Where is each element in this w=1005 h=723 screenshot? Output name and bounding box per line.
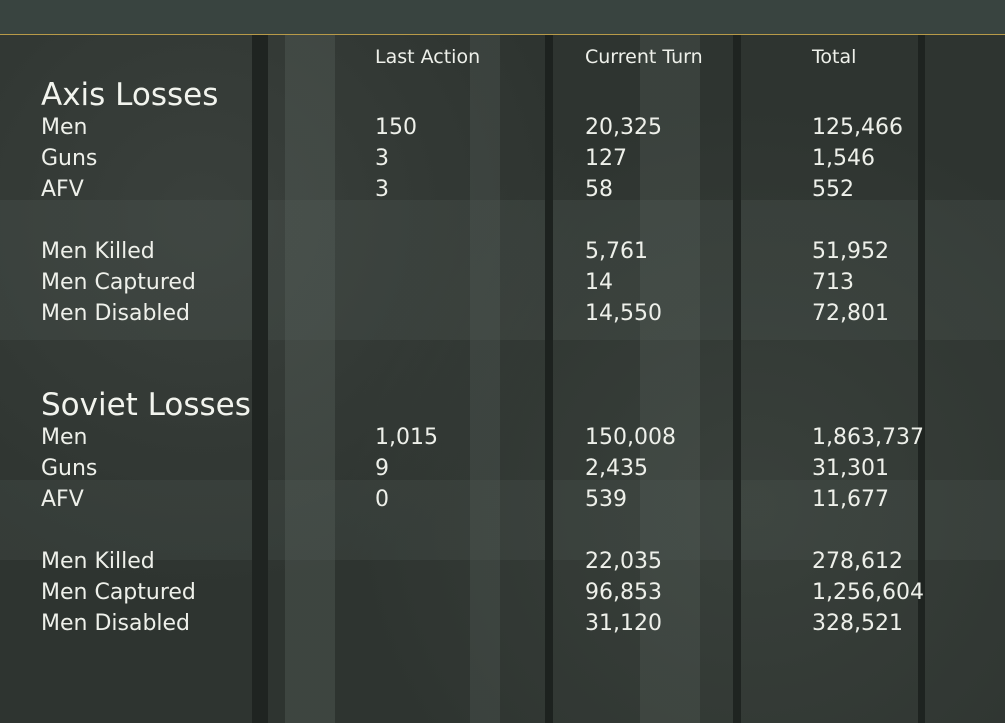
total-value: 713 (812, 270, 854, 295)
row-label: Men (41, 115, 88, 140)
row-label: Men Killed (41, 549, 155, 574)
last-action-value: 9 (375, 456, 389, 481)
current-turn-value: 150,008 (585, 425, 676, 450)
total-value: 328,521 (812, 611, 903, 636)
last-action-value: 1,015 (375, 425, 438, 450)
soviet-row-men: Men 1,015 150,008 1,863,737 (0, 422, 1005, 453)
last-action-value: 150 (375, 115, 417, 140)
axis-row-afv: AFV 3 58 552 (0, 174, 1005, 205)
row-label: Men Disabled (41, 301, 191, 326)
axis-row-men-killed: Men Killed 5,761 51,952 (0, 236, 1005, 267)
axis-row-men-captured: Men Captured 14 713 (0, 267, 1005, 298)
soviet-row-men-captured: Men Captured 96,853 1,256,604 (0, 577, 1005, 608)
row-label: AFV (41, 177, 84, 202)
soviet-row-men-killed: Men Killed 22,035 278,612 (0, 546, 1005, 577)
current-turn-value: 127 (585, 146, 627, 171)
axis-row-guns: Guns 3 127 1,546 (0, 143, 1005, 174)
total-value: 278,612 (812, 549, 903, 574)
last-action-value: 0 (375, 487, 389, 512)
current-turn-value: 539 (585, 487, 627, 512)
axis-row-men-disabled: Men Disabled 14,550 72,801 (0, 298, 1005, 329)
current-turn-value: 14,550 (585, 301, 662, 326)
total-value: 552 (812, 177, 854, 202)
current-turn-value: 96,853 (585, 580, 662, 605)
total-value: 11,677 (812, 487, 889, 512)
current-turn-value: 22,035 (585, 549, 662, 574)
row-label: Men Captured (41, 270, 196, 295)
current-turn-value: 2,435 (585, 456, 648, 481)
soviet-row-afv: AFV 0 539 11,677 (0, 484, 1005, 515)
row-label: Men Killed (41, 239, 155, 264)
row-label: AFV (41, 487, 84, 512)
axis-row-men: Men 150 20,325 125,466 (0, 112, 1005, 143)
total-value: 51,952 (812, 239, 889, 264)
column-header-last-action: Last Action (375, 46, 481, 68)
last-action-value: 3 (375, 146, 389, 171)
row-label: Men Captured (41, 580, 196, 605)
total-value: 1,256,604 (812, 580, 924, 605)
soviet-losses-title: Soviet Losses (41, 387, 251, 423)
top-bar (0, 0, 1005, 35)
current-turn-value: 14 (585, 270, 613, 295)
total-value: 125,466 (812, 115, 903, 140)
current-turn-value: 31,120 (585, 611, 662, 636)
row-label: Men (41, 425, 88, 450)
row-label: Men Disabled (41, 611, 191, 636)
current-turn-value: 5,761 (585, 239, 648, 264)
column-header-current-turn: Current Turn (585, 46, 703, 68)
total-value: 72,801 (812, 301, 889, 326)
soviet-row-men-disabled: Men Disabled 31,120 328,521 (0, 608, 1005, 639)
soviet-row-guns: Guns 9 2,435 31,301 (0, 453, 1005, 484)
total-value: 31,301 (812, 456, 889, 481)
row-label: Guns (41, 456, 98, 481)
total-value: 1,863,737 (812, 425, 924, 450)
column-header-total: Total (812, 46, 857, 68)
current-turn-value: 20,325 (585, 115, 662, 140)
row-label: Guns (41, 146, 98, 171)
current-turn-value: 58 (585, 177, 613, 202)
total-value: 1,546 (812, 146, 875, 171)
last-action-value: 3 (375, 177, 389, 202)
axis-losses-title: Axis Losses (41, 77, 219, 113)
